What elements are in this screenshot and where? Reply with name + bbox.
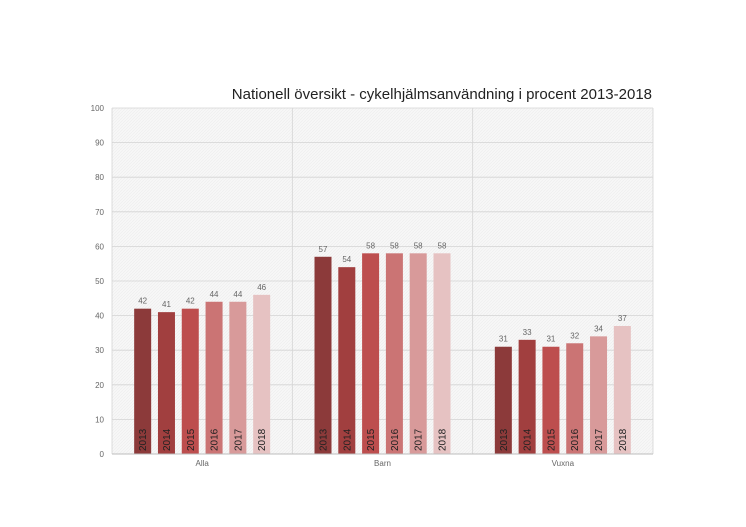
series-label: 2018 [618,428,629,451]
series-label: 2017 [233,428,244,451]
value-label: 37 [618,314,627,323]
x-axis: Alla Barn Vuxna [112,453,653,468]
bar [613,325,631,454]
series-label: 2018 [438,428,449,451]
bar [566,343,584,454]
bars [134,253,631,454]
bar [338,267,356,454]
y-tick-label: 100 [91,104,105,113]
series-label: 2016 [210,428,221,451]
bar [433,253,451,454]
y-tick-label: 70 [95,208,104,217]
series-label: 2014 [342,428,353,451]
bar [181,308,199,454]
value-label: 34 [594,324,603,333]
bar [205,301,223,454]
series-label: 2014 [162,428,173,451]
series-label: 2015 [546,428,557,451]
y-tick-label: 80 [95,173,104,182]
bar [542,346,560,454]
value-label: 58 [390,241,399,250]
bar [590,336,608,454]
category-label: Alla [195,459,209,468]
series-label: 2015 [366,428,377,451]
series-label: 2016 [570,428,581,451]
series-label: 2013 [138,428,149,451]
value-label: 57 [319,245,328,254]
y-tick-label: 60 [95,242,104,251]
bar [362,253,380,454]
category-label: Vuxna [552,459,575,468]
y-tick-label: 50 [95,277,104,286]
series-label: 2017 [594,428,605,451]
y-axis: 0 10 20 30 40 50 60 70 80 90 100 [91,104,105,459]
bar [518,339,536,454]
value-label: 54 [342,255,351,264]
series-label: 2013 [499,428,510,451]
bar [314,256,332,454]
y-tick-label: 40 [95,312,104,321]
value-label: 44 [233,290,242,299]
value-label: 42 [138,297,147,306]
value-label: 31 [499,335,508,344]
y-tick-label: 90 [95,139,104,148]
category-label: Barn [374,459,391,468]
value-label: 46 [257,283,266,292]
value-label: 58 [366,241,375,250]
series-label: 2013 [319,428,330,451]
bar [385,253,403,454]
y-tick-label: 0 [100,450,105,459]
value-label: 33 [523,328,532,337]
value-label: 41 [162,300,171,309]
gridlines [111,107,654,455]
value-label: 44 [210,290,219,299]
bar [494,346,512,454]
series-label: 2017 [414,428,425,451]
value-label: 58 [414,241,423,250]
value-label: 31 [546,335,555,344]
y-tick-label: 10 [95,415,104,424]
bar [253,294,271,454]
series-label: 2016 [390,428,401,451]
series-label: 2014 [523,428,534,451]
bar [409,253,427,454]
value-label: 32 [570,331,579,340]
bar [229,301,247,454]
chart-title: Nationell översikt - cykelhjälmsanvändni… [232,86,652,103]
value-labels: 42 2013 41 2014 42 2015 44 2016 44 2017 46 2018 57 20… [138,241,629,451]
bar [134,308,152,454]
y-tick-label: 30 [95,346,104,355]
y-tick-label: 20 [95,381,104,390]
value-label: 58 [438,241,447,250]
series-label: 2018 [257,428,268,451]
value-label: 42 [186,297,195,306]
series-label: 2015 [186,428,197,451]
bar [157,312,175,454]
